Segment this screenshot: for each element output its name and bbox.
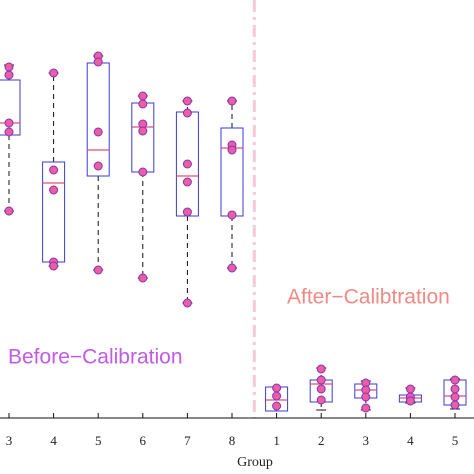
point [227, 96, 237, 106]
x-tick-label: 5 [452, 433, 459, 448]
point [361, 392, 371, 402]
x-tick-label: 4 [407, 433, 414, 448]
point [93, 127, 103, 137]
point [450, 400, 460, 410]
point [49, 165, 59, 175]
x-tick-label: 3 [6, 433, 13, 448]
point [49, 261, 59, 271]
point [138, 167, 148, 177]
point [4, 206, 14, 216]
point [93, 265, 103, 275]
point [4, 70, 14, 80]
point [4, 62, 14, 72]
point [138, 91, 148, 101]
point [4, 127, 14, 137]
point [316, 384, 326, 394]
point [272, 383, 282, 393]
x-tick-label: 5 [95, 433, 102, 448]
point [450, 392, 460, 402]
point [227, 210, 237, 220]
point [49, 68, 59, 78]
point [182, 177, 192, 187]
point [227, 263, 237, 273]
point [361, 403, 371, 413]
point [138, 126, 148, 136]
point [182, 159, 192, 169]
x-tick-label: 8 [229, 433, 236, 448]
point [316, 375, 326, 385]
point [316, 395, 326, 405]
x-axis-label: Group [237, 455, 273, 470]
annotation: Before−Calibration [8, 346, 183, 369]
annotation: After−Calibtration [287, 286, 450, 309]
point [138, 99, 148, 109]
box [131, 102, 155, 173]
point [138, 273, 148, 283]
point [450, 375, 460, 385]
point [272, 401, 282, 411]
point [93, 57, 103, 67]
point [227, 145, 237, 155]
point [405, 396, 415, 406]
x-tick-label: 1 [273, 433, 280, 448]
point [450, 384, 460, 394]
point [182, 96, 192, 106]
x-tick-label: 2 [318, 433, 325, 448]
point [49, 185, 59, 195]
point [182, 207, 192, 217]
x-tick-label: 4 [50, 433, 57, 448]
point [405, 384, 415, 394]
x-tick-label: 6 [140, 433, 147, 448]
point [182, 298, 192, 308]
box [86, 62, 110, 177]
point [93, 161, 103, 171]
point [316, 364, 326, 374]
point [272, 391, 282, 401]
point [4, 118, 14, 128]
box [42, 161, 66, 263]
x-tick-label: 7 [184, 433, 191, 448]
x-tick-label: 3 [363, 433, 370, 448]
point [182, 108, 192, 118]
